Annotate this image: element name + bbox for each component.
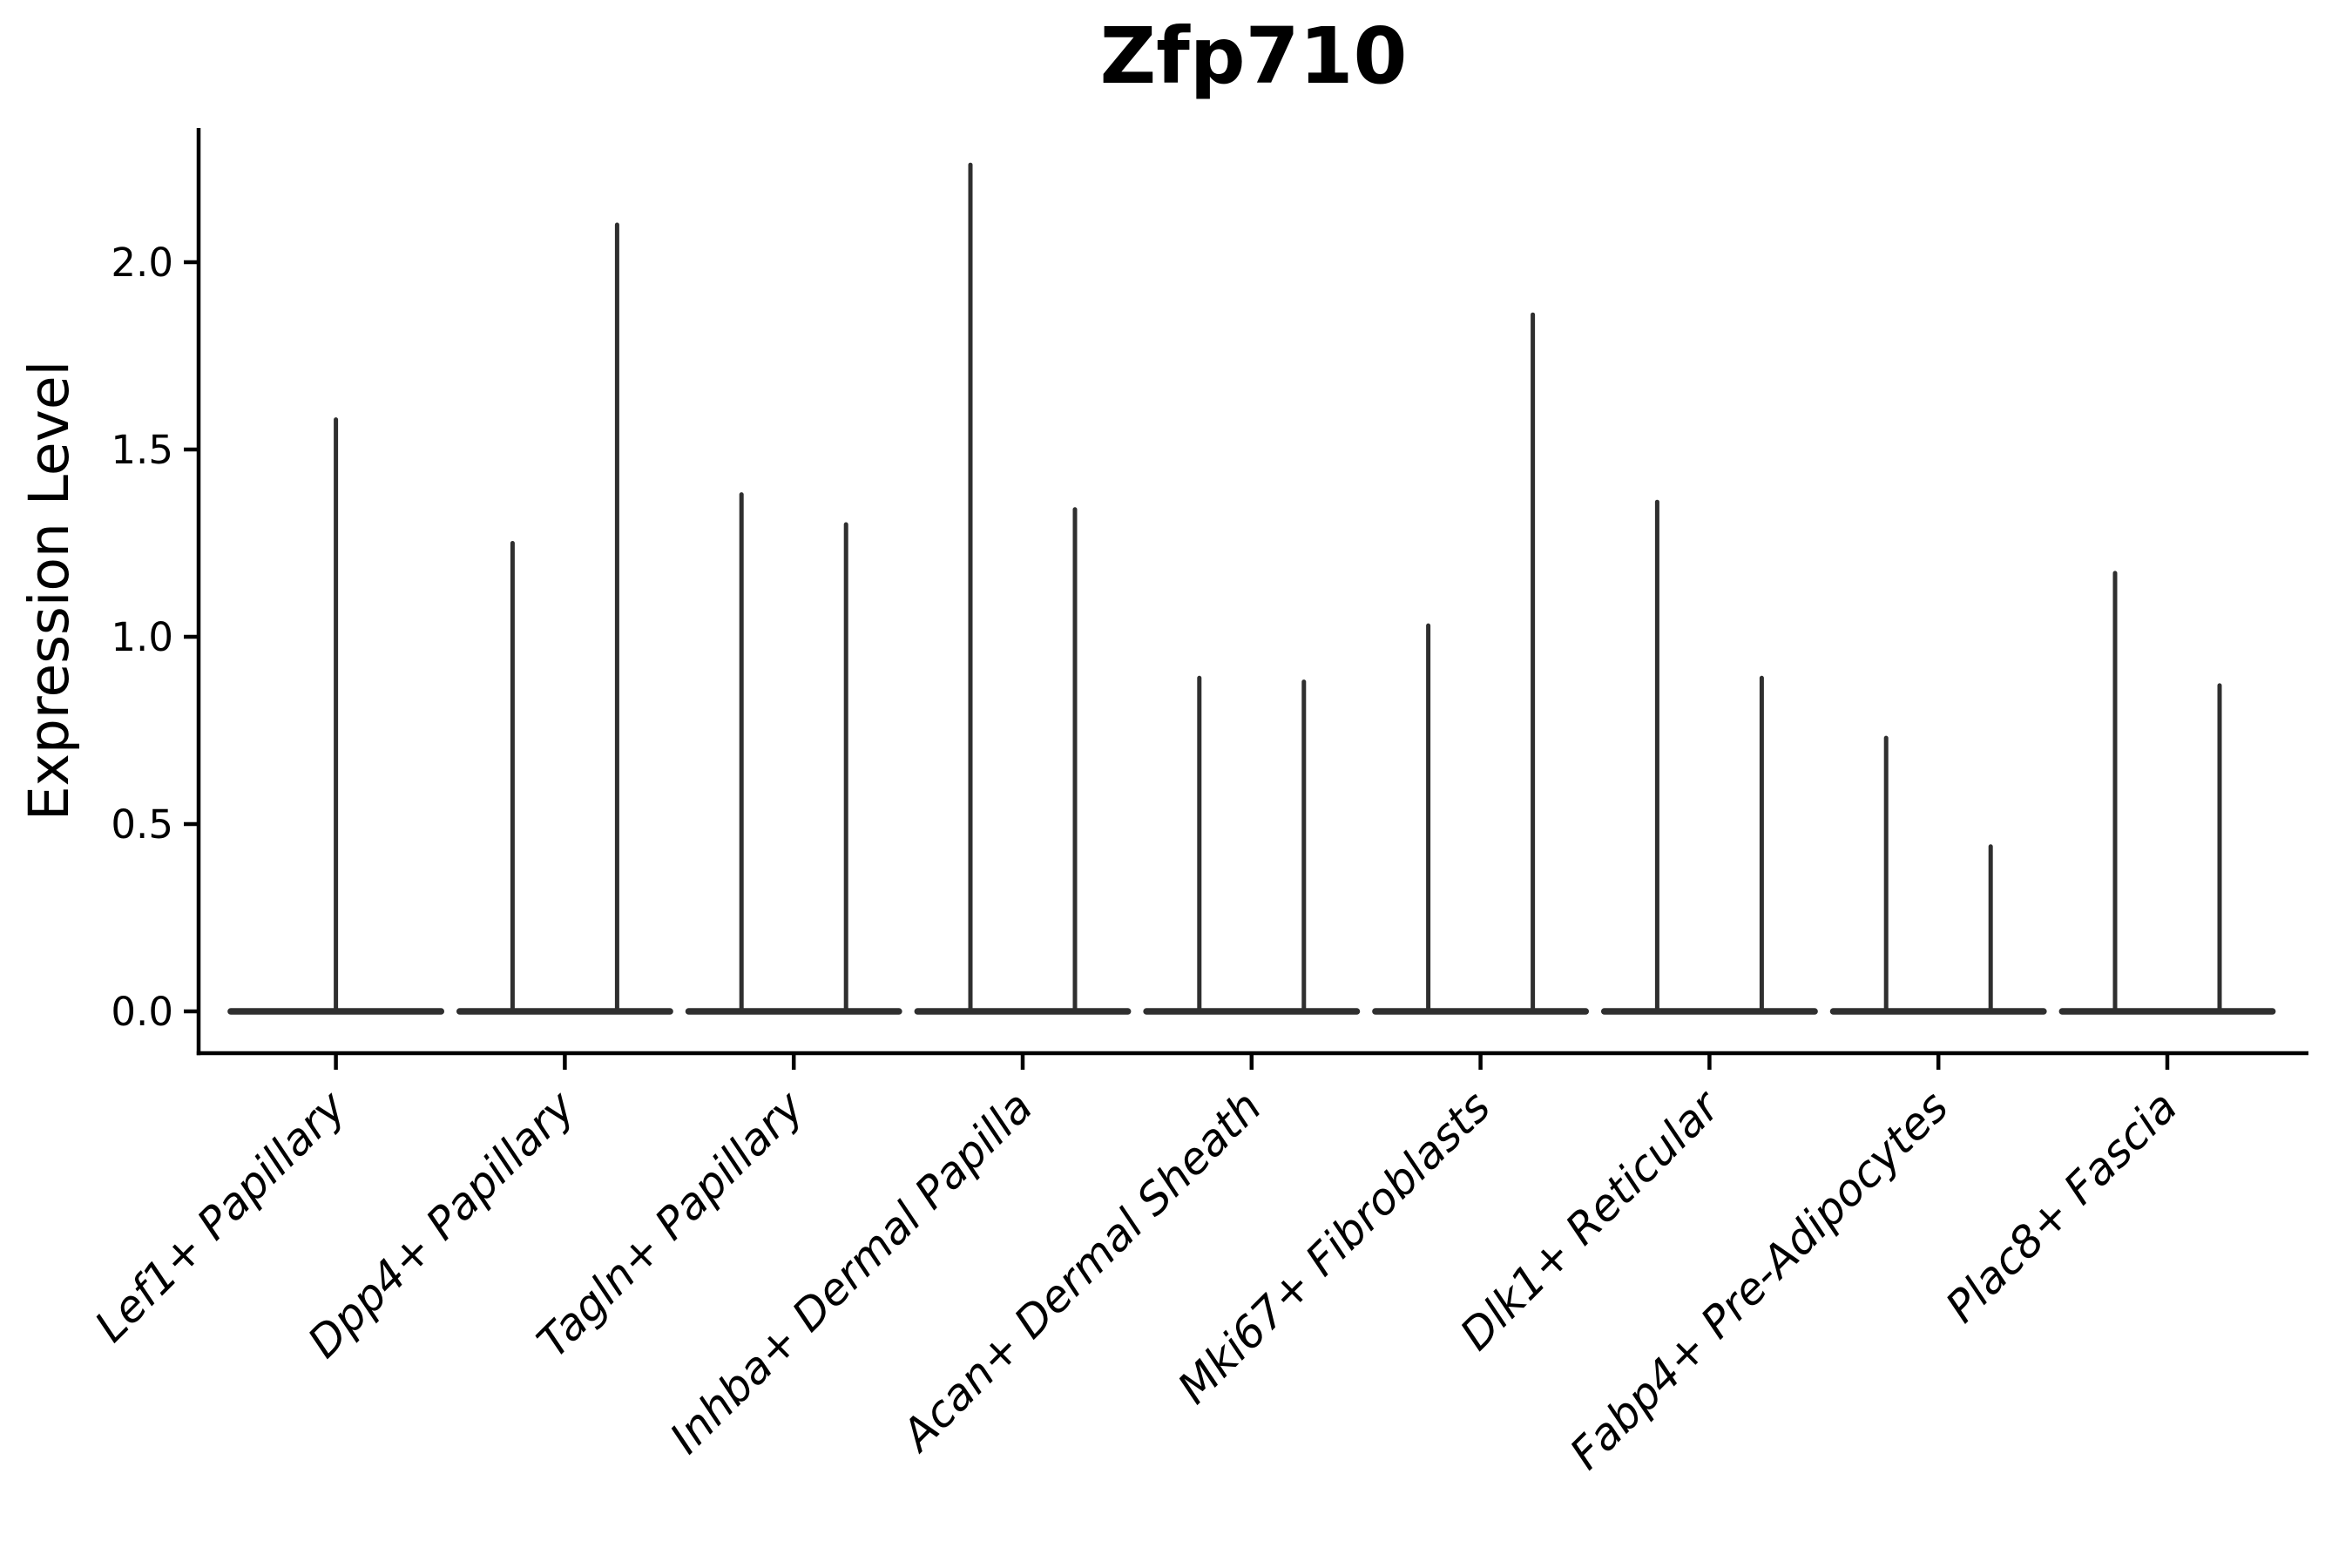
- x-tick-label: Plac8+ Fascia: [1936, 1081, 2187, 1332]
- x-tick-label: Acan+ Dermal Sheath: [890, 1081, 1271, 1462]
- chart-title: Zfp710: [1100, 10, 1408, 101]
- x-tick-label: Fabp4+ Pre-Adipocytes: [1560, 1081, 1958, 1479]
- y-tick-label: 0.0: [111, 989, 173, 1035]
- violin-group: [1883, 735, 1993, 1014]
- violin-group: [739, 492, 848, 1014]
- x-tick-label: Inhba+ Dermal Papilla: [660, 1081, 1042, 1463]
- violin-group: [968, 162, 1078, 1014]
- violin-group: [1426, 312, 1536, 1014]
- y-tick-label: 1.5: [111, 427, 173, 473]
- violin-group: [1197, 675, 1307, 1014]
- x-tick-label: Lef1+ Papillary: [85, 1080, 356, 1351]
- y-tick-label: 0.5: [111, 801, 173, 848]
- y-axis-label: Expression Level: [17, 361, 81, 821]
- violin-group: [510, 222, 619, 1014]
- violin-group: [1654, 499, 1764, 1014]
- y-tick-label: 2.0: [111, 240, 173, 286]
- y-tick-label: 1.0: [111, 614, 173, 660]
- violin-group: [2112, 571, 2222, 1014]
